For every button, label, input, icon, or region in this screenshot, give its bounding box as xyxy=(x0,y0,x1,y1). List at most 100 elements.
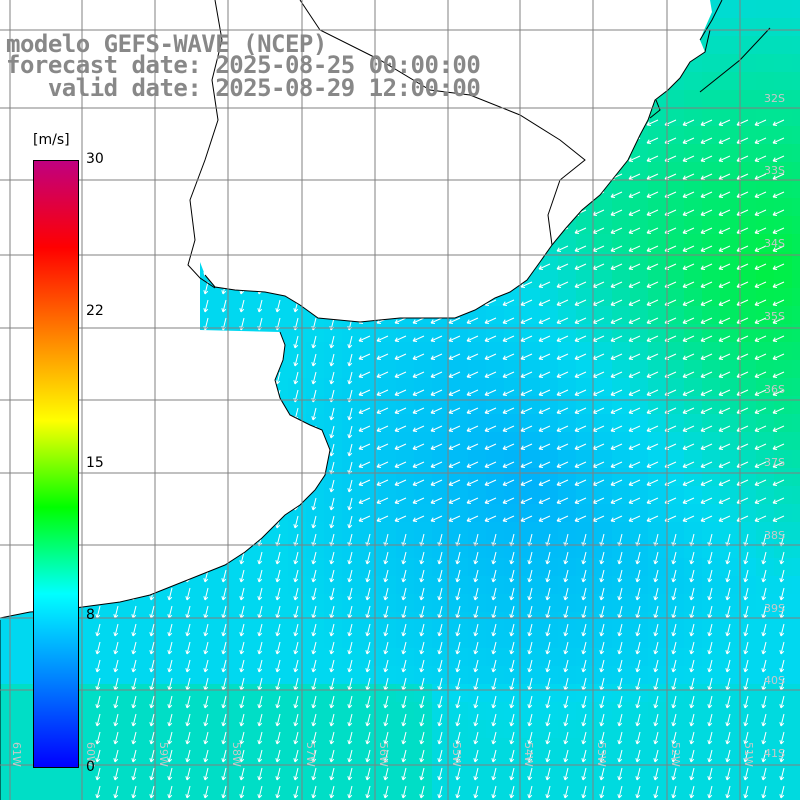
wind-arrow xyxy=(185,749,191,763)
wind-cell xyxy=(648,450,666,468)
wind-arrow xyxy=(671,731,677,745)
wind-arrow xyxy=(502,443,515,450)
wind-cell xyxy=(720,648,738,666)
wind-arrow xyxy=(617,695,623,709)
wind-arrow xyxy=(167,731,173,745)
wind-arrow xyxy=(610,209,623,216)
wind-cell xyxy=(738,198,756,216)
wind-arrow xyxy=(113,785,119,799)
wind-cell xyxy=(324,702,342,720)
wind-arrow xyxy=(772,227,785,234)
wind-arrow xyxy=(772,335,785,342)
wind-arrow xyxy=(610,461,623,468)
wind-cell xyxy=(774,378,792,396)
wind-arrow xyxy=(95,749,101,763)
wind-cell xyxy=(576,684,594,702)
wind-cell xyxy=(414,774,432,792)
wind-cell xyxy=(720,612,738,630)
wind-cell xyxy=(684,252,702,270)
wind-cell xyxy=(324,648,342,666)
wind-cell xyxy=(630,648,648,666)
wind-arrow xyxy=(257,587,263,601)
wind-arrow xyxy=(419,641,425,655)
wind-cell xyxy=(54,792,72,800)
wind-cell xyxy=(666,720,684,738)
wind-cell xyxy=(468,594,486,612)
wind-cell xyxy=(702,666,720,684)
colorbar-tick-30: 30 xyxy=(86,151,104,167)
wind-arrow xyxy=(437,659,443,673)
wind-cell xyxy=(558,342,576,360)
wind-cell xyxy=(324,504,342,522)
wind-arrow xyxy=(646,515,659,522)
wind-cell xyxy=(18,630,36,648)
wind-arrow xyxy=(671,623,677,637)
wind-arrow xyxy=(772,317,785,324)
wind-arrow xyxy=(599,551,605,565)
wind-arrow xyxy=(617,785,623,799)
wind-cell xyxy=(792,576,800,594)
wind-arrow xyxy=(509,551,515,565)
wind-cell xyxy=(396,576,414,594)
wind-arrow xyxy=(700,245,713,252)
wind-arrow xyxy=(682,407,695,414)
wind-cell xyxy=(396,342,414,360)
wind-cell xyxy=(378,684,396,702)
colorbar-tick-0: 0 xyxy=(86,759,95,775)
wind-arrow xyxy=(466,353,479,360)
wind-cell xyxy=(720,684,738,702)
wind-arrow xyxy=(412,479,425,486)
wind-cell xyxy=(792,702,800,720)
wind-arrow xyxy=(707,551,713,565)
wind-cell xyxy=(612,648,630,666)
wind-arrow xyxy=(772,461,785,468)
wind-cell xyxy=(774,558,792,576)
wind-arrow xyxy=(203,713,209,727)
wind-cell xyxy=(792,504,800,522)
wind-arrow xyxy=(700,317,713,324)
wind-arrow xyxy=(646,335,659,342)
wind-arrow xyxy=(610,335,623,342)
wind-arrow xyxy=(365,587,371,601)
wind-cell xyxy=(504,342,522,360)
wind-arrow xyxy=(527,731,533,745)
wind-cell xyxy=(108,738,126,756)
wind-cell xyxy=(738,234,756,252)
wind-arrow xyxy=(761,623,767,637)
wind-cell xyxy=(684,180,702,198)
wind-cell xyxy=(774,216,792,234)
land-mask xyxy=(0,0,712,618)
wind-cell xyxy=(774,576,792,594)
longitude-label: 53W xyxy=(595,742,608,767)
wind-arrow xyxy=(700,425,713,432)
wind-cell xyxy=(450,450,468,468)
wind-cell xyxy=(594,450,612,468)
wind-cell xyxy=(720,144,738,162)
wind-cell xyxy=(702,288,720,306)
wind-cell xyxy=(684,216,702,234)
wind-cell xyxy=(414,738,432,756)
wind-arrow xyxy=(700,137,713,144)
wind-arrow xyxy=(538,281,551,288)
wind-cell xyxy=(666,666,684,684)
wind-cell xyxy=(450,594,468,612)
wind-arrow xyxy=(743,731,749,745)
wind-cell xyxy=(666,738,684,756)
longitude-label: 52W xyxy=(669,742,682,767)
wind-arrow xyxy=(527,785,533,799)
wind-cell xyxy=(702,576,720,594)
wind-cell xyxy=(756,126,774,144)
wind-arrow xyxy=(293,695,299,709)
wind-arrow xyxy=(545,623,551,637)
wind-arrow xyxy=(239,569,245,583)
wind-arrow xyxy=(394,389,407,396)
wind-cell xyxy=(594,252,612,270)
wind-cell xyxy=(450,720,468,738)
wind-cell xyxy=(108,612,126,630)
wind-arrow xyxy=(466,389,479,396)
wind-arrow xyxy=(484,461,497,468)
wind-arrow xyxy=(563,731,569,745)
wind-arrow xyxy=(95,731,101,745)
wind-cell xyxy=(396,738,414,756)
